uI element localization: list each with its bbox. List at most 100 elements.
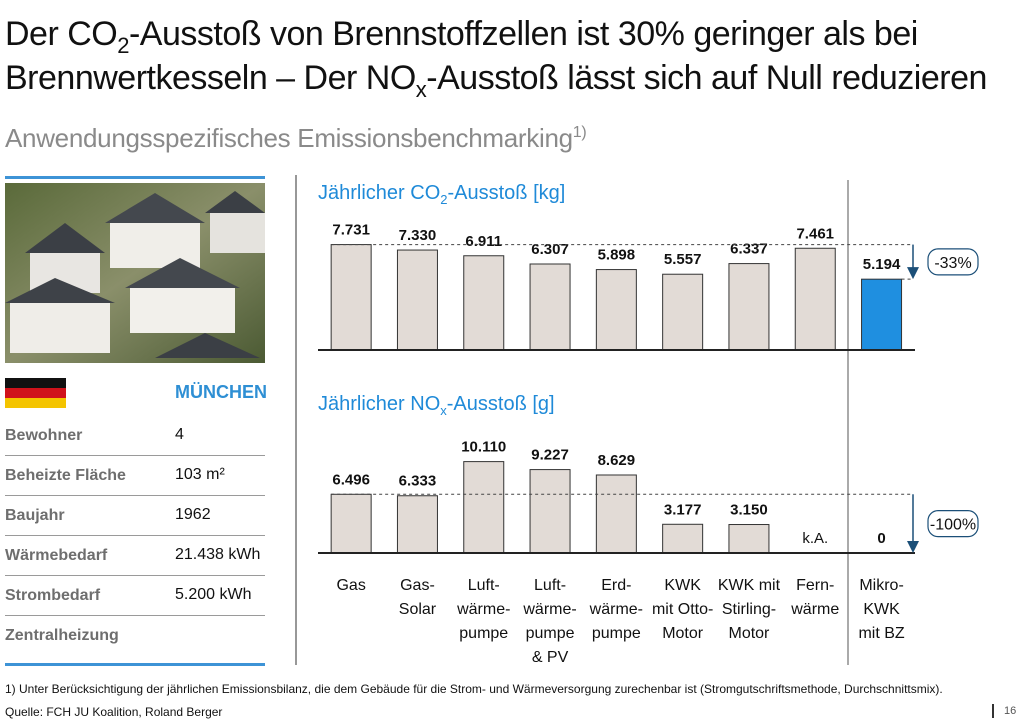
- source: Quelle: FCH JU Koalition, Roland Berger: [5, 705, 223, 719]
- x-tick-label: mit Otto-: [652, 601, 713, 618]
- row-label: Beheizte Fläche: [5, 467, 126, 484]
- row-label: Baujahr: [5, 507, 65, 524]
- bar: [330, 244, 372, 351]
- x-tick-label: Erd-: [601, 577, 631, 594]
- value-label: k.A.: [802, 530, 828, 547]
- chart-title-text: -Ausstoß [kg]: [447, 182, 566, 204]
- title-text: Brennwertkesseln – Der NO: [5, 59, 416, 97]
- x-tick-label: KWK: [664, 577, 701, 594]
- x-tick-label: Stirling-: [722, 601, 776, 618]
- slide-title: Der CO2-Ausstoß von Brennstoffzellen ist…: [5, 12, 987, 102]
- value-label: 5.557: [664, 251, 702, 268]
- x-tick-label: Luft-: [468, 577, 500, 594]
- x-tick-label: pumpe: [592, 625, 641, 642]
- row-value: 21.438 kWh: [175, 546, 261, 563]
- page-number: 16: [1004, 705, 1017, 717]
- profile-row: Beheizte Fläche 103 m²: [5, 456, 265, 496]
- x-tick-label: Luft-: [534, 577, 566, 594]
- x-tick-label: KWK: [863, 601, 900, 618]
- x-tick-label: Mikro-: [859, 577, 903, 594]
- annotation: -33%: [934, 255, 971, 272]
- annotation: -100%: [930, 517, 976, 534]
- chart-title-text: Jährlicher CO: [318, 182, 441, 204]
- x-tick-label: & PV: [532, 649, 569, 666]
- bar: [330, 493, 372, 554]
- title-text: -Ausstoß von Brennstoffzellen ist 30% ge…: [128, 15, 918, 53]
- bar: [529, 469, 571, 554]
- bar: [662, 523, 704, 554]
- subtitle: Anwendungsspezifisches Emissionsbenchmar…: [5, 123, 587, 154]
- x-tick-label: wärme-: [589, 601, 643, 618]
- value-label: 3.150: [730, 502, 768, 519]
- bar: [463, 461, 505, 554]
- bar: [662, 273, 704, 351]
- annotation-box: [927, 510, 979, 538]
- value-label: 7.461: [796, 225, 834, 242]
- chart-title: Jährlicher CO2-Ausstoß [kg]: [318, 182, 566, 206]
- row-label: Bewohner: [5, 427, 83, 444]
- arrow-head: [907, 541, 919, 553]
- x-tick-label: pumpe: [459, 625, 508, 642]
- value-label: 5.194: [863, 256, 901, 273]
- profile-row: Bewohner 4: [5, 416, 265, 456]
- house-photo: [5, 183, 265, 363]
- chart-title-text: -Ausstoß [g]: [446, 393, 555, 415]
- bar: [728, 263, 770, 351]
- title-text: Der CO: [5, 15, 118, 53]
- x-tick-label: Solar: [399, 601, 437, 618]
- value-label: 6.333: [399, 473, 437, 490]
- x-tick-label: pumpe: [526, 625, 575, 642]
- chart-title-text: Jährlicher NO: [318, 393, 441, 415]
- row-label: Zentralheizung: [5, 627, 119, 644]
- city: MÜNCHEN: [175, 382, 267, 402]
- row-value: 103 m²: [175, 466, 225, 483]
- arrow-head: [907, 267, 919, 280]
- row-label: Strombedarf: [5, 587, 101, 604]
- x-tick-label: Gas: [336, 577, 365, 594]
- bar: [396, 495, 438, 554]
- flag: [5, 378, 66, 408]
- value-label: 6.911: [465, 233, 502, 250]
- chart-title-sub: x: [440, 403, 447, 418]
- annotation-box: [927, 248, 979, 276]
- title-sub: x: [415, 77, 427, 102]
- value-label: 7.330: [399, 227, 437, 244]
- bar: [794, 247, 836, 351]
- value-label: 0: [877, 530, 885, 547]
- value-label: 7.731: [332, 222, 370, 239]
- value-label: 8.629: [598, 452, 636, 469]
- rule: [5, 663, 265, 666]
- x-tick-label: KWK mit: [718, 577, 781, 594]
- value-label: 6.307: [531, 241, 569, 258]
- title-sub: 2: [117, 33, 129, 58]
- subtitle-text: Anwendungsspezifisches Emissionsbenchmar…: [5, 123, 573, 153]
- rule: [992, 704, 994, 718]
- x-tick-label: mit BZ: [858, 625, 904, 642]
- x-tick-label: wärme: [790, 601, 839, 618]
- bar: [396, 249, 438, 351]
- value-label: 5.898: [598, 247, 636, 264]
- chart-title: Jährlicher NOx-Ausstoß [g]: [318, 393, 555, 418]
- value-label: 6.337: [730, 241, 768, 258]
- profile-row: Baujahr 1962: [5, 496, 265, 536]
- value-label: 10.110: [461, 439, 506, 456]
- bar: [463, 255, 505, 351]
- profile-row: Zentralheizung: [5, 616, 265, 655]
- bar: [595, 269, 637, 351]
- bar: [529, 263, 571, 351]
- title-text: -Ausstoß lässt sich auf Null reduzieren: [426, 59, 987, 97]
- rule: [5, 176, 265, 179]
- row-label: Wärmebedarf: [5, 547, 108, 564]
- footnote: 1) Unter Berücksichtigung der jährlichen…: [5, 682, 943, 696]
- bar: [728, 524, 770, 554]
- x-tick-label: Motor: [728, 625, 770, 642]
- value-label: 9.227: [531, 447, 569, 464]
- value-label: 3.177: [664, 501, 702, 518]
- x-tick-label: wärme-: [522, 601, 576, 618]
- value-label: 6.496: [332, 471, 370, 488]
- row-value: 1962: [175, 506, 211, 523]
- x-tick-label: wärme-: [456, 601, 510, 618]
- x-tick-label: Fern-: [796, 577, 834, 594]
